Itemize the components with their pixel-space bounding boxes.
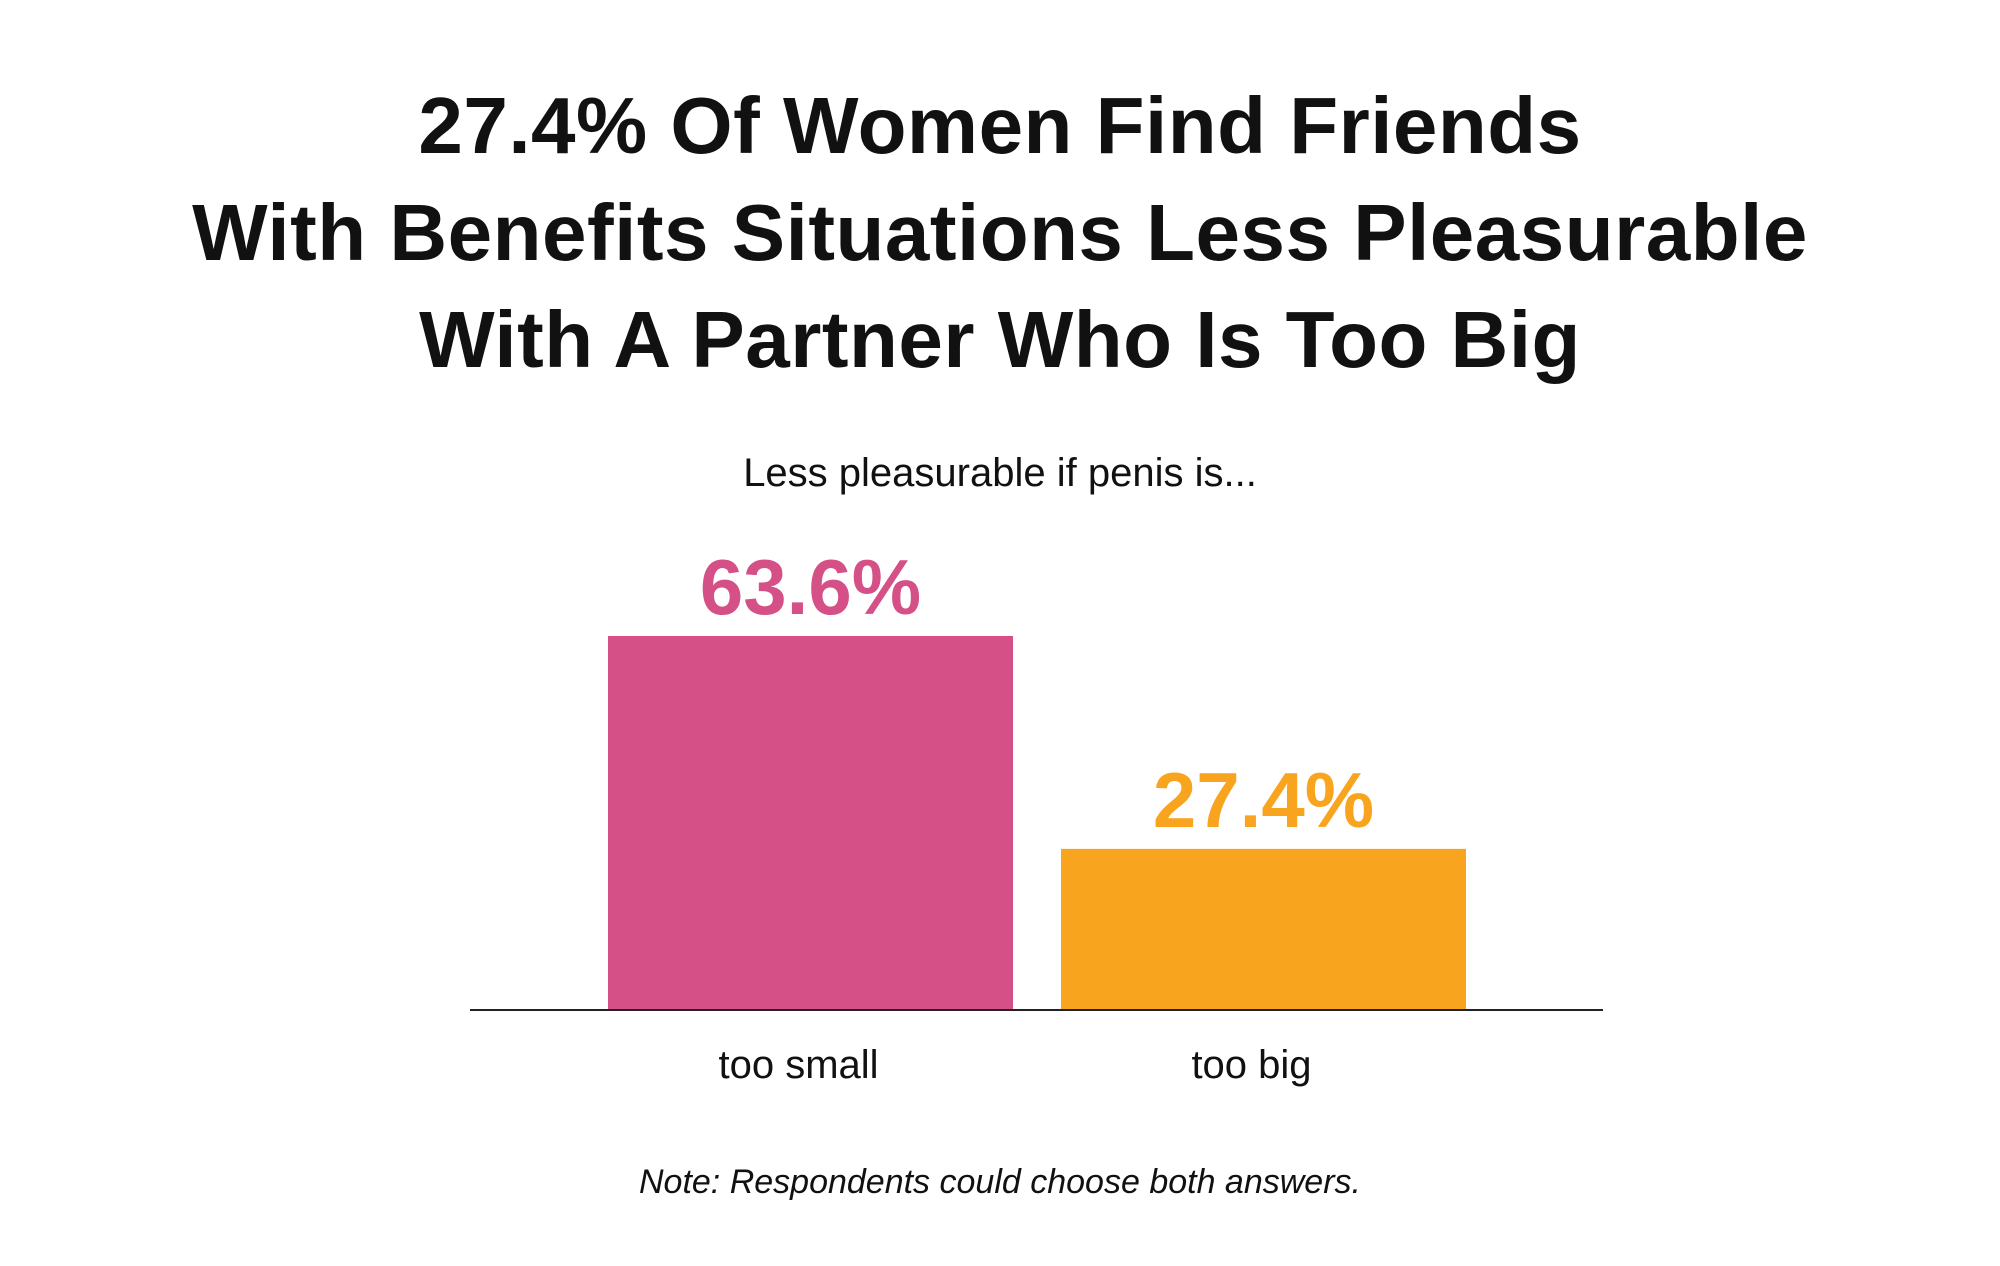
chart-title-line-3: With A Partner Who Is Too Big: [419, 295, 1581, 384]
bar-too-small: [608, 636, 1013, 1010]
footnote: Note: Respondents could choose both answ…: [638, 1163, 1361, 1201]
chart-title-line-1: 27.4% Of Women Find Friends: [418, 81, 1582, 170]
x-tick-label-too-small: too small: [718, 1043, 878, 1087]
bar-too-big: [1061, 848, 1466, 1010]
chart-title-line-2: With Benefits Situations Less Pleasurabl…: [192, 188, 1808, 277]
chart-title: 27.4% Of Women Find Friends With Benefit…: [0, 72, 2000, 393]
data-label-too-small: 63.6%: [700, 543, 921, 631]
chart-subtitle: Less pleasurable if penis is...: [743, 451, 1257, 495]
x-tick-label-too-big: too big: [1191, 1043, 1311, 1087]
data-label-too-big: 27.4%: [1153, 756, 1374, 844]
